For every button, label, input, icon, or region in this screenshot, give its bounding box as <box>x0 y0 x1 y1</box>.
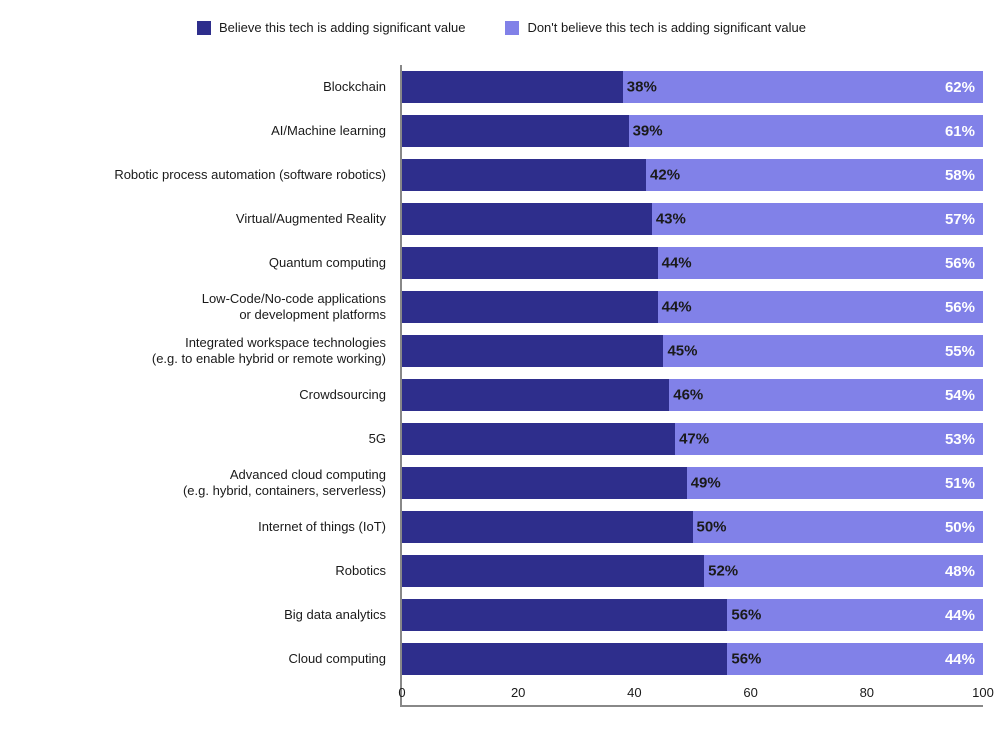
x-axis-tick: 60 <box>743 685 757 700</box>
x-axis-tick: 80 <box>860 685 874 700</box>
bar-value-believe: 44% <box>662 299 692 316</box>
y-axis-labels: BlockchainAI/Machine learningRobotic pro… <box>20 65 400 707</box>
bar: 56% <box>402 291 983 323</box>
bar-value-believe: 52% <box>708 563 738 580</box>
legend-label-believe: Believe this tech is adding significant … <box>219 20 465 35</box>
bar-segment-dont-believe: 58% <box>646 159 983 191</box>
bar-row: 48%52% <box>402 549 983 593</box>
category-label: Advanced cloud computing(e.g. hybrid, co… <box>20 461 400 505</box>
bar-row: 56%44% <box>402 285 983 329</box>
bar-segment-believe <box>402 203 652 235</box>
bar-segment-dont-believe: 54% <box>669 379 983 411</box>
bar-value-believe: 44% <box>662 255 692 272</box>
x-axis: 020406080100 <box>402 681 983 705</box>
category-label: Quantum computing <box>20 241 400 285</box>
x-axis-tick: 40 <box>627 685 641 700</box>
bar-segment-believe <box>402 643 727 675</box>
bar: 57% <box>402 203 983 235</box>
bar-row: 58%42% <box>402 153 983 197</box>
bar-segment-dont-believe: 50% <box>693 511 984 543</box>
bar-value-believe: 56% <box>731 607 761 624</box>
category-label: Crowdsourcing <box>20 373 400 417</box>
bar-value-believe: 47% <box>679 431 709 448</box>
bar-segment-dont-believe: 56% <box>658 247 983 279</box>
bars-inner: 62%38%61%39%58%42%57%43%56%44%56%44%55%4… <box>402 65 983 681</box>
bar-row: 54%46% <box>402 373 983 417</box>
category-label: AI/Machine learning <box>20 109 400 153</box>
x-axis-tick: 100 <box>972 685 994 700</box>
category-label: Blockchain <box>20 65 400 109</box>
bar-value-believe: 46% <box>673 387 703 404</box>
bar-segment-dont-believe: 44% <box>727 599 983 631</box>
bar: 48% <box>402 555 983 587</box>
bar-row: 51%49% <box>402 461 983 505</box>
bar-segment-dont-believe: 48% <box>704 555 983 587</box>
category-label: Robotic process automation (software rob… <box>20 153 400 197</box>
bar-segment-believe <box>402 423 675 455</box>
bar: 50% <box>402 511 983 543</box>
bar-row: 44%56% <box>402 593 983 637</box>
bar-value-believe: 49% <box>691 475 721 492</box>
bar-row: 53%47% <box>402 417 983 461</box>
bar-row: 61%39% <box>402 109 983 153</box>
category-label: Robotics <box>20 549 400 593</box>
bar-value-believe: 39% <box>633 123 663 140</box>
legend-label-dont-believe: Don't believe this tech is adding signif… <box>527 20 806 35</box>
bar: 62% <box>402 71 983 103</box>
bar-segment-dont-believe: 51% <box>687 467 983 499</box>
bar-segment-believe <box>402 335 663 367</box>
bar-value-believe: 45% <box>667 343 697 360</box>
chart-container: Believe this tech is adding significant … <box>0 0 1003 743</box>
bar-row: 50%50% <box>402 505 983 549</box>
bar-row: 55%45% <box>402 329 983 373</box>
x-axis-tick: 0 <box>398 685 405 700</box>
bar-segment-dont-believe: 53% <box>675 423 983 455</box>
bar-row: 44%56% <box>402 637 983 681</box>
bar-segment-believe <box>402 555 704 587</box>
bar-segment-dont-believe: 44% <box>727 643 983 675</box>
plot-area: BlockchainAI/Machine learningRobotic pro… <box>20 65 983 707</box>
bar-segment-believe <box>402 115 629 147</box>
bar-value-believe: 38% <box>627 79 657 96</box>
legend-item-believe: Believe this tech is adding significant … <box>197 20 465 35</box>
legend-item-dont-believe: Don't believe this tech is adding signif… <box>505 20 806 35</box>
legend: Believe this tech is adding significant … <box>20 20 983 35</box>
x-axis-tick: 20 <box>511 685 525 700</box>
bar-segment-dont-believe: 57% <box>652 203 983 235</box>
bar-segment-believe <box>402 379 669 411</box>
category-label: Low-Code/No-code applicationsor developm… <box>20 285 400 329</box>
bar-segment-believe <box>402 291 658 323</box>
category-label: Big data analytics <box>20 593 400 637</box>
bar-segment-believe <box>402 247 658 279</box>
bar-segment-dont-believe: 62% <box>623 71 983 103</box>
bar: 56% <box>402 247 983 279</box>
category-label: Integrated workspace technologies(e.g. t… <box>20 329 400 373</box>
category-label: Cloud computing <box>20 637 400 681</box>
bar: 44% <box>402 599 983 631</box>
bar-segment-dont-believe: 61% <box>629 115 983 147</box>
bar-row: 62%38% <box>402 65 983 109</box>
category-label: Internet of things (IoT) <box>20 505 400 549</box>
category-label: 5G <box>20 417 400 461</box>
bar-segment-dont-believe: 55% <box>663 335 983 367</box>
bar-segment-believe <box>402 467 687 499</box>
category-label: Virtual/Augmented Reality <box>20 197 400 241</box>
bar-segment-believe <box>402 599 727 631</box>
bar: 61% <box>402 115 983 147</box>
bar-segment-believe <box>402 71 623 103</box>
bar-segment-dont-believe: 56% <box>658 291 983 323</box>
bar-value-believe: 43% <box>656 211 686 228</box>
bar-value-believe: 50% <box>697 519 727 536</box>
bar-row: 57%43% <box>402 197 983 241</box>
bar-segment-believe <box>402 159 646 191</box>
bar: 44% <box>402 643 983 675</box>
bar-value-believe: 56% <box>731 651 761 668</box>
bar-value-believe: 42% <box>650 167 680 184</box>
bar-row: 56%44% <box>402 241 983 285</box>
bar-segment-believe <box>402 511 693 543</box>
bars-area: 62%38%61%39%58%42%57%43%56%44%56%44%55%4… <box>400 65 983 707</box>
bar: 58% <box>402 159 983 191</box>
legend-swatch-dont-believe <box>505 21 519 35</box>
legend-swatch-believe <box>197 21 211 35</box>
